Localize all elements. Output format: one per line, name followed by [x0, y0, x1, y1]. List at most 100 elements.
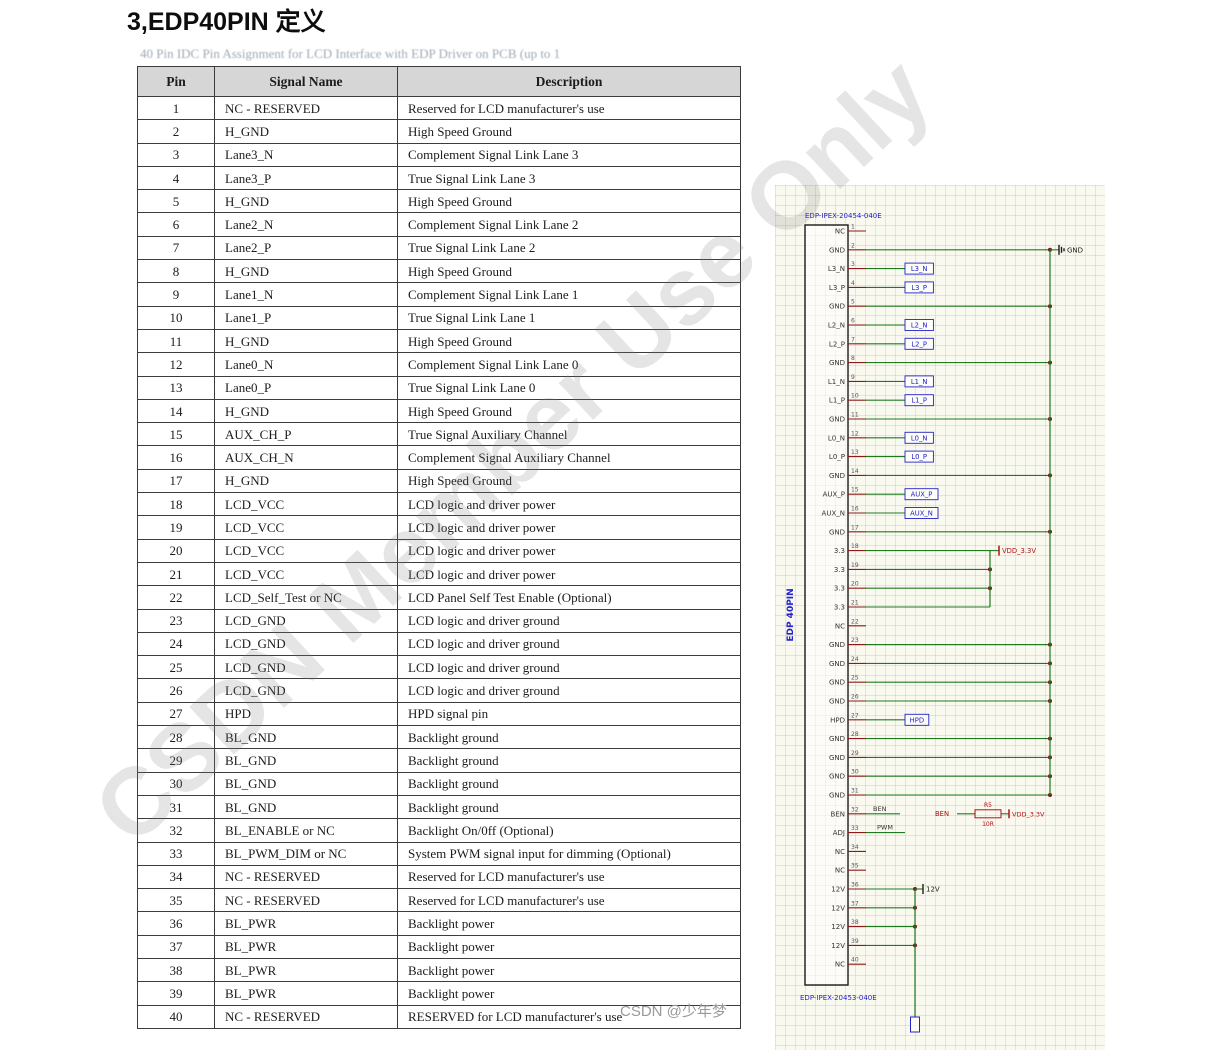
signal-name-cell: Lane2_N	[214, 212, 398, 237]
schematic-pin-name: 12V	[831, 942, 845, 950]
signal-name-cell: H_GND	[214, 259, 398, 284]
schematic-pin-number: 25	[851, 675, 859, 682]
net-label-box	[904, 450, 934, 463]
description-cell: High Speed Ground	[397, 189, 741, 214]
signal-name-cell: BL_PWM_DIM or NC	[214, 841, 398, 866]
pin-cell: 13	[137, 375, 215, 400]
schematic-pin-number: 33	[851, 825, 859, 832]
schematic-pin-number: 23	[851, 637, 859, 644]
schematic-pin-name: GND	[829, 528, 845, 536]
schematic-pin-name: GND	[829, 773, 845, 781]
schematic-pin-name: 12V	[831, 923, 845, 931]
pin-cell: 40	[137, 1004, 215, 1029]
description-cell: True Signal Link Lane 2	[397, 235, 741, 261]
description-cell: Reserved for LCD manufacturer's use	[397, 888, 741, 913]
schematic-pin-name: L1_N	[828, 378, 845, 386]
signal-name-cell: BL_GND	[214, 794, 398, 820]
schematic-pin-number: 2	[851, 242, 855, 249]
schematic-pin-number: 36	[851, 882, 859, 889]
description-cell: Backlight power	[397, 911, 741, 936]
net-label-box	[904, 262, 934, 275]
table-row: 11 H_GND High Speed Ground	[137, 328, 741, 354]
pin-cell: 15	[137, 422, 215, 447]
signal-name-cell: LCD_VCC	[214, 538, 398, 563]
net-label-box	[904, 281, 934, 294]
schematic-pin-number: 14	[851, 468, 859, 475]
schematic-pin-number: 37	[851, 900, 859, 907]
table-row: 3 Lane3_N Complement Signal Link Lane 3	[137, 142, 741, 167]
signal-name-cell: BL_PWR	[214, 957, 398, 983]
schematic-pin-number: 8	[851, 355, 855, 362]
net-label: AUX_P	[911, 491, 933, 499]
net-label-box	[904, 713, 930, 726]
signal-name-cell: BL_ENABLE or NC	[214, 818, 398, 843]
schematic-pin-name: 3.3	[834, 566, 845, 574]
port-marker	[910, 1016, 920, 1033]
table-row: 30 BL_GND Backlight ground	[137, 771, 741, 796]
schematic-pin-name: L0_P	[829, 453, 845, 461]
pin-cell: 29	[137, 748, 215, 773]
net-label-box	[904, 394, 934, 407]
schematic-pin-number: 39	[851, 938, 859, 945]
schematic-pin-number: 30	[851, 769, 859, 776]
description-cell: Complement Signal Auxiliary Channel	[397, 445, 741, 470]
description-cell: LCD logic and driver ground	[397, 631, 741, 657]
schematic-pin-number: 17	[851, 524, 859, 531]
signal-name-cell: Lane0_N	[214, 352, 398, 377]
pin-cell: 4	[137, 165, 215, 191]
table-row: 10 Lane1_P True Signal Link Lane 1	[137, 305, 741, 330]
watermark-credit: CSDN @少年梦	[620, 1003, 727, 1020]
pin-cell: 35	[137, 888, 215, 913]
schematic-pin-number: 7	[851, 336, 855, 343]
description-cell: High Speed Ground	[397, 119, 741, 144]
schematic-pin-number: 18	[851, 543, 859, 550]
signal-name-cell: H_GND	[214, 119, 398, 144]
description-cell: LCD logic and driver power	[397, 492, 741, 517]
schematic-pin-number: 27	[851, 712, 859, 719]
schematic-pin-name: L2_N	[828, 322, 845, 330]
resistor-value: 10R	[982, 821, 994, 828]
pin-cell: 1	[137, 95, 215, 121]
schematic-pin-number: 29	[851, 750, 859, 757]
net-label: L0_P	[911, 453, 927, 461]
signal-name-cell: BL_PWR	[214, 981, 398, 1006]
description-cell: Backlight power	[397, 934, 741, 959]
signal-name-cell: Lane3_N	[214, 142, 398, 167]
resistor-ref: R5	[984, 802, 992, 809]
net-label-box	[904, 507, 939, 519]
vdd-net-label: VDD_3.3V	[1002, 547, 1036, 555]
table-row: 35 NC - RESERVED Reserved for LCD manufact…	[137, 888, 741, 913]
schematic-pin-name: GND	[829, 698, 845, 706]
description-cell: Complement Signal Link Lane 2	[397, 212, 741, 237]
table-row: 29 BL_GND Backlight ground	[137, 748, 741, 773]
schematic-pin-number: 12	[851, 430, 859, 437]
signal-name-cell: AUX_CH_N	[214, 445, 398, 470]
description-cell: Reserved for LCD manufacturer's use	[397, 864, 741, 890]
table-row: 38 BL_PWR Backlight power	[137, 957, 741, 983]
signal-name-cell: LCD_GND	[214, 608, 398, 633]
description-cell: Backlight power	[397, 957, 741, 983]
schematic-pin-number: 1	[851, 224, 855, 231]
pin-cell: 28	[137, 725, 215, 750]
description-cell: HPD signal pin	[397, 701, 741, 727]
schematic-pin-number: 38	[851, 919, 859, 926]
table-row: 9 Lane1_N Complement Signal Link Lane 1	[137, 282, 741, 307]
description-cell: High Speed Ground	[397, 328, 741, 354]
table-row: 32 BL_ENABLE or NC Backlight On/0ff (Optio…	[137, 818, 741, 843]
schematic-pin-number: 34	[851, 844, 859, 851]
schematic-pin-name: L2_P	[829, 340, 845, 348]
vdd-net-label: VDD_3.3V	[1012, 810, 1045, 818]
signal-name-cell: NC - RESERVED	[214, 1004, 398, 1029]
part-number-top: EDP-IPEX-20454-040E	[805, 212, 882, 220]
column-header: Description	[397, 66, 741, 97]
description-cell: True Signal Link Lane 1	[397, 305, 741, 330]
pin-cell: 18	[137, 492, 215, 517]
pin-cell: 19	[137, 515, 215, 540]
pin-cell: 39	[137, 981, 215, 1006]
description-cell: System PWM signal input for dimming (Opt…	[397, 841, 741, 866]
schematic-pin-name: BEN	[831, 810, 845, 818]
schematic-pin-name: GND	[829, 754, 845, 762]
pin-cell: 27	[137, 701, 215, 727]
net-label-box	[904, 375, 934, 388]
table-row: 1 NC - RESERVED Reserved for LCD manufactu…	[137, 95, 741, 121]
